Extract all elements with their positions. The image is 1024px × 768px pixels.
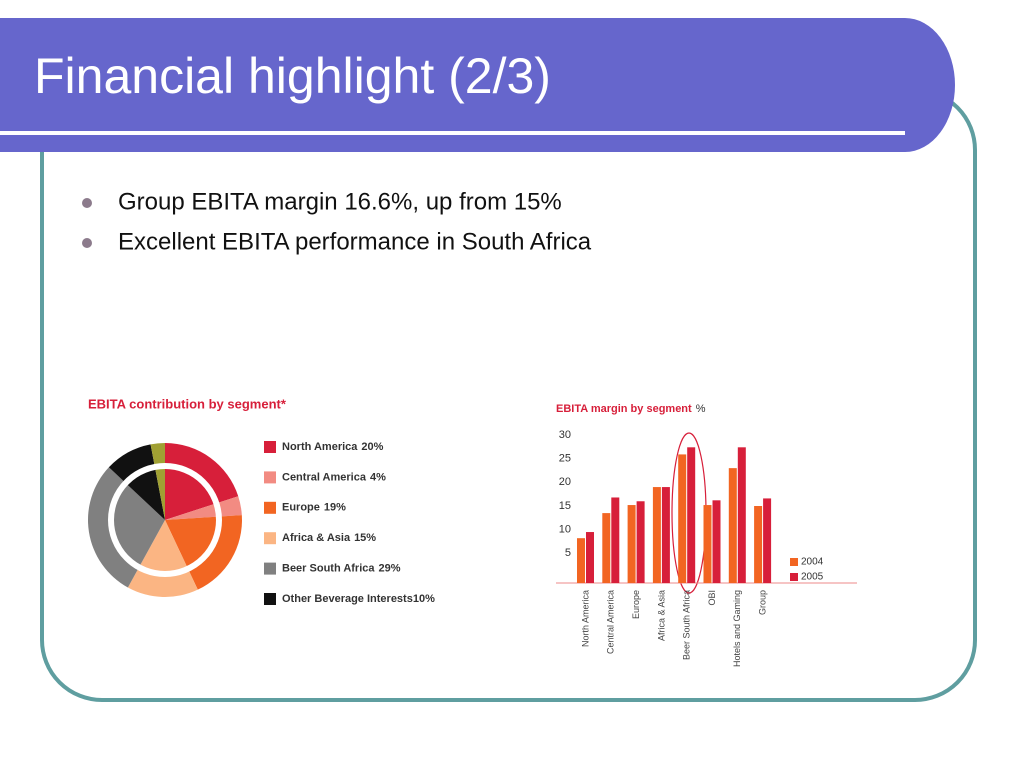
bar [652, 487, 661, 583]
legend-label: Africa & Asia [282, 532, 351, 544]
bar [636, 501, 645, 583]
bullet-dot [82, 198, 92, 208]
bar [754, 506, 763, 583]
bar [577, 538, 585, 583]
header-band [0, 18, 955, 152]
legend-value: 15% [354, 532, 376, 544]
bar [728, 468, 737, 583]
bar-title: EBITA margin by segment [556, 403, 692, 415]
y-unit: % [696, 403, 706, 415]
legend-label: Central America [282, 471, 367, 483]
legend-swatch [264, 562, 276, 575]
legend-label: Europe [282, 502, 320, 514]
legend-label: 2004 [801, 557, 824, 568]
bar [737, 447, 746, 583]
bullet: Group EBITA margin 16.6%, up from 15% [118, 188, 562, 215]
y-tick-label: 30 [559, 429, 571, 441]
legend-value: 10% [413, 593, 435, 605]
bar [611, 497, 620, 583]
ring-gap [108, 463, 222, 577]
x-tick-label: Hotels and Gaming [732, 590, 742, 667]
legend-swatch [264, 441, 276, 453]
legend-swatch [264, 593, 276, 605]
x-tick-label: Group [757, 590, 767, 615]
bar [678, 454, 687, 583]
x-tick-label: North America [580, 590, 590, 647]
legend-swatch [264, 501, 276, 514]
legend-swatch [264, 471, 276, 484]
bar [763, 498, 772, 583]
x-tick-label: OBI [707, 590, 717, 606]
x-tick-label: Beer South Africa [682, 590, 692, 660]
x-tick-label: Central America [606, 590, 616, 654]
bar [661, 487, 670, 583]
frame [40, 88, 977, 702]
legend-value: 19% [324, 502, 346, 514]
bullet-dot [82, 238, 92, 248]
pie-title: EBITA contribution by segment* [88, 396, 287, 411]
bullet: Excellent EBITA performance in South Afr… [118, 228, 592, 255]
legend-label: North America [282, 441, 358, 453]
y-tick-label: 5 [565, 547, 571, 559]
legend-value: 20% [361, 441, 383, 453]
legend-value: 29% [379, 563, 401, 575]
pie-slice [165, 515, 242, 590]
pie-slice [88, 467, 165, 588]
legend-label: Beer South Africa [282, 563, 375, 575]
y-tick-label: 15 [559, 500, 571, 512]
bar [602, 513, 611, 583]
slide-title: Financial highlight (2/3) [34, 48, 551, 104]
y-tick-label: 10 [559, 524, 571, 536]
x-tick-label: Europe [631, 590, 641, 619]
pie-slice [165, 496, 242, 520]
bar [703, 505, 712, 583]
y-tick-label: 20 [559, 476, 571, 488]
legend-label: 2005 [801, 572, 824, 583]
bar [687, 447, 696, 583]
x-tick-label: Africa & Asia [656, 590, 666, 641]
pie-slice [108, 444, 165, 520]
bar [627, 505, 636, 583]
legend-swatch [790, 558, 798, 566]
legend-swatch [790, 573, 798, 581]
bar [712, 500, 721, 583]
legend-label: Other Beverage Interests [282, 593, 413, 605]
legend-value: 4% [370, 471, 386, 483]
legend-swatch [264, 532, 276, 545]
bar [586, 532, 594, 583]
y-tick-label: 25 [559, 453, 571, 465]
pie-slice [150, 443, 165, 520]
pie-slice [127, 520, 198, 597]
header-rule [0, 131, 905, 135]
